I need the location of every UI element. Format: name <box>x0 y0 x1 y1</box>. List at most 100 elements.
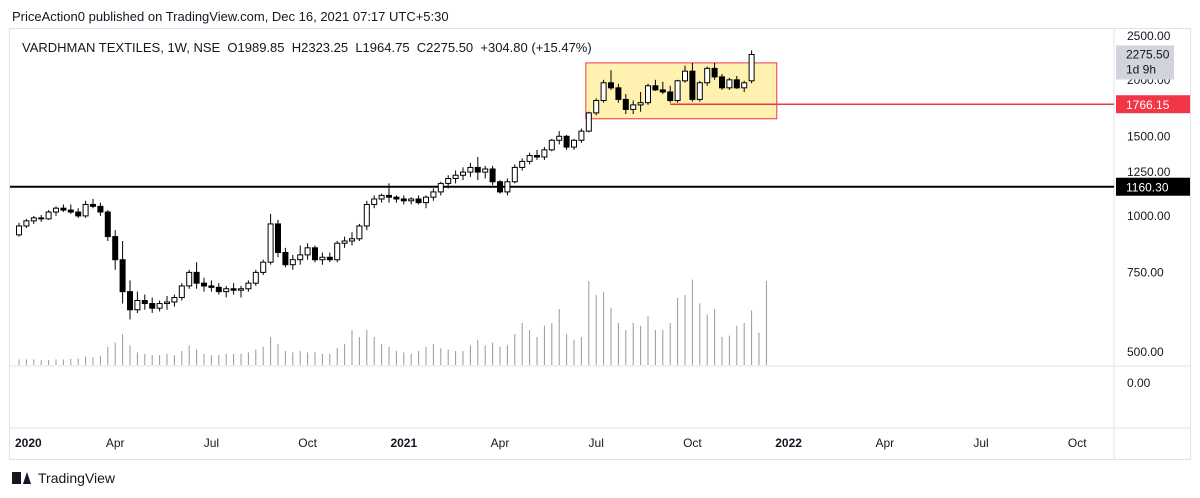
candle-body <box>97 205 104 213</box>
candle-body <box>363 203 370 227</box>
candle-body <box>489 168 496 183</box>
publisher-caption: PriceAction0 published on TradingView.co… <box>12 9 449 24</box>
candle-body <box>600 82 607 101</box>
candle-body <box>497 181 503 193</box>
candle-body <box>112 236 119 261</box>
candle-body <box>186 271 193 287</box>
countdown-label: 1d 9h <box>1126 62 1156 76</box>
candle-body <box>326 256 333 261</box>
candle-body <box>67 209 74 213</box>
price-tick-label: 1250.00 <box>1127 165 1171 179</box>
candle-body <box>474 166 481 173</box>
time-tick-label: Oct <box>1068 436 1087 450</box>
time-tick-label: 2022 <box>775 436 802 450</box>
time-tick-label: Apr <box>875 436 894 450</box>
candle-body <box>437 182 444 193</box>
candle-body <box>252 271 259 284</box>
candle-body <box>104 211 111 238</box>
candle-body <box>571 139 577 148</box>
candle-body <box>682 70 688 82</box>
candle-body <box>467 166 474 173</box>
candle-body <box>53 207 59 213</box>
candle-body <box>304 247 311 256</box>
time-tick-label: 2021 <box>390 436 417 450</box>
candle-body <box>127 291 133 311</box>
time-tick-label: Apr <box>491 436 510 450</box>
candle-body <box>260 261 267 273</box>
candle-body <box>341 240 348 244</box>
candle-body <box>319 256 326 261</box>
price-tick-label: 1500.00 <box>1127 129 1171 143</box>
candle-body <box>423 196 429 204</box>
tradingview-logo[interactable]: TradingView <box>12 470 115 486</box>
level-price-label: 1766.15 <box>1126 98 1170 112</box>
candle-body <box>741 82 748 89</box>
price-tick-label: 2500.00 <box>1127 29 1171 43</box>
candle-body <box>689 70 696 100</box>
candle-body <box>119 259 126 293</box>
candle-body <box>482 168 489 173</box>
candle-body <box>201 282 207 287</box>
price-tick-label: 500.00 <box>1127 345 1164 359</box>
candle-body <box>519 160 526 168</box>
candle-body <box>30 217 37 222</box>
candle-body <box>386 194 392 198</box>
candle-body <box>733 79 740 89</box>
candle-body <box>393 196 400 200</box>
level-price-label: 1160.30 <box>1126 181 1169 195</box>
time-tick-label: Jul <box>589 436 604 450</box>
candle-body <box>615 87 622 100</box>
candle-body <box>90 203 96 207</box>
candle-body <box>526 155 533 162</box>
time-tick-label: Oct <box>298 436 317 450</box>
candle-body <box>141 299 148 305</box>
candle-body <box>748 53 755 82</box>
candle-body <box>193 271 200 284</box>
candle-body <box>556 135 563 141</box>
candle-body <box>297 254 304 261</box>
candle-body <box>230 288 237 291</box>
candle-body <box>45 211 52 220</box>
tradingview-logo-icon <box>12 472 32 484</box>
candle-body <box>371 198 378 205</box>
candle-body <box>696 82 703 100</box>
time-tick-label: Oct <box>683 436 702 450</box>
candle-body <box>223 288 230 293</box>
symbol-legend: VARDHMAN TEXTILES, 1W, NSE O1989.85 H232… <box>22 40 592 55</box>
candle-body <box>60 207 67 211</box>
price-tick-label: 1000.00 <box>1127 209 1171 223</box>
candle-body <box>82 203 89 217</box>
candle-body <box>726 79 733 89</box>
candle-body <box>378 194 385 200</box>
level-price-label-bg <box>1116 95 1190 114</box>
candle-body <box>511 166 518 183</box>
candle-body <box>637 102 644 106</box>
candle-body <box>356 225 363 240</box>
candle-body <box>178 285 185 298</box>
price-tick-label: 750.00 <box>1127 265 1164 279</box>
candle-body <box>408 198 415 202</box>
candle-body <box>415 198 422 204</box>
candle-body <box>719 76 725 89</box>
candle-body <box>585 112 592 132</box>
time-tick-label: Jul <box>204 436 219 450</box>
candle-body <box>541 149 548 158</box>
candle-body <box>452 174 459 179</box>
candle-body <box>349 238 355 242</box>
last-price-label: 2275.50 <box>1126 47 1170 61</box>
candle-body <box>504 181 511 193</box>
candle-body <box>400 198 407 202</box>
candle-body <box>275 223 281 253</box>
candle-body <box>659 89 666 93</box>
time-tick-label: Apr <box>106 436 125 450</box>
time-tick-label: Jul <box>973 436 988 450</box>
candle-body <box>593 99 600 114</box>
candle-body <box>208 285 215 288</box>
level-price-label-bg <box>1116 177 1190 196</box>
candle-body <box>238 288 244 291</box>
candle-body <box>215 286 222 293</box>
candle-body <box>674 80 681 101</box>
candle-body <box>445 177 452 184</box>
candle-body <box>282 251 289 266</box>
